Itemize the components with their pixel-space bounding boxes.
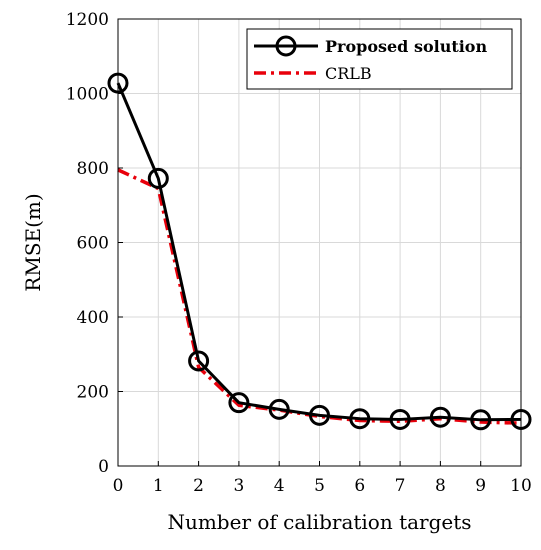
data-point-proposed-solution (147, 167, 169, 189)
legend: Proposed solution CRLB (246, 28, 513, 90)
series-line-proposed-solution (116, 82, 522, 422)
legend-entry-crlb: CRLB (325, 64, 372, 83)
data-point-proposed-solution (349, 408, 371, 430)
x-tick-label: 7 (395, 476, 406, 496)
legend-marker-proposed-solution (275, 35, 297, 57)
legend-entry-proposed-solution: Proposed solution (325, 37, 487, 56)
y-tick-label: 400 (77, 308, 109, 328)
data-point-proposed-solution (228, 392, 250, 414)
x-tick-label: 3 (233, 476, 244, 496)
data-point-proposed-solution (389, 408, 411, 430)
x-tick-label: 1 (153, 476, 164, 496)
x-tick-label: 4 (274, 476, 285, 496)
x-tick-label: 5 (314, 476, 325, 496)
data-point-proposed-solution (188, 350, 210, 372)
data-point-proposed-solution (429, 406, 451, 428)
x-tick-label: 10 (510, 476, 532, 496)
x-tick-label: 6 (354, 476, 365, 496)
x-tick-label: 2 (193, 476, 204, 496)
data-point-proposed-solution (309, 404, 330, 426)
y-axis-label: RMSE(m) (21, 193, 45, 291)
y-tick-label: 200 (77, 383, 109, 403)
y-tick-label: 600 (77, 234, 109, 254)
x-axis-label: Number of calibration targets (167, 510, 471, 534)
x-tick-label: 8 (435, 476, 446, 496)
data-point-proposed-solution (470, 409, 492, 431)
axis-ticks: 0 1 2 3 4 5 6 7 8 9 10 0 200 400 600 800 1000 1200 (66, 10, 532, 496)
y-tick-label: 0 (98, 457, 109, 477)
y-tick-label: 1200 (66, 10, 109, 30)
y-tick-label: 1000 (66, 85, 109, 105)
series-layer (107, 72, 532, 431)
x-tick-label: 0 (113, 476, 124, 496)
data-point-proposed-solution (268, 398, 290, 420)
y-tick-label: 800 (77, 159, 109, 179)
x-tick-label: 9 (475, 476, 486, 496)
